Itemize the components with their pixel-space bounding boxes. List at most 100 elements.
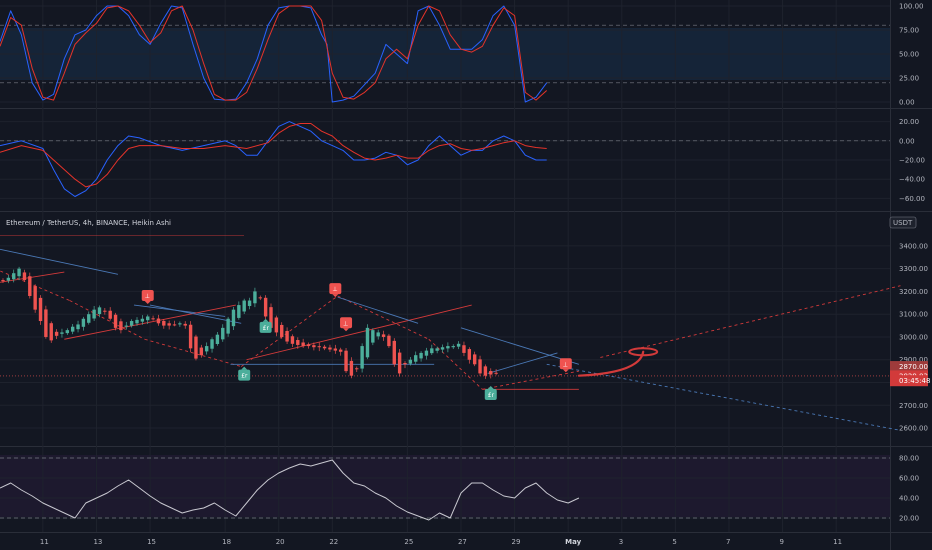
- candle-body[interactable]: [28, 276, 32, 296]
- candle-body[interactable]: [167, 323, 171, 326]
- candle-body[interactable]: [430, 348, 434, 354]
- buy-signal-marker[interactable]: £r: [259, 318, 272, 333]
- buy-signal-marker[interactable]: £r: [238, 366, 251, 381]
- candle-body[interactable]: [333, 348, 338, 351]
- candle-body[interactable]: [183, 323, 187, 326]
- candle-body[interactable]: [97, 307, 102, 315]
- candle-body[interactable]: [290, 336, 295, 344]
- candle-body[interactable]: [328, 347, 332, 350]
- candle-body[interactable]: [419, 352, 423, 359]
- candle-body[interactable]: [301, 342, 305, 347]
- candle-body[interactable]: [462, 345, 466, 353]
- candle-body[interactable]: [435, 348, 439, 351]
- candle-body[interactable]: [70, 326, 75, 332]
- candle-body[interactable]: [344, 350, 348, 372]
- candle-body[interactable]: [33, 286, 37, 310]
- candle-body[interactable]: [392, 340, 396, 365]
- candle-body[interactable]: [381, 334, 386, 337]
- candle-body[interactable]: [376, 332, 380, 337]
- candle-body[interactable]: [360, 346, 364, 369]
- trendline[interactable]: [487, 352, 558, 374]
- sell-signal-marker[interactable]: ⊥: [340, 317, 353, 332]
- candle-body[interactable]: [151, 318, 155, 320]
- candle-body[interactable]: [22, 272, 27, 281]
- candle-body[interactable]: [258, 297, 262, 299]
- candle-body[interactable]: [397, 352, 402, 374]
- candle-body[interactable]: [253, 291, 257, 304]
- candle-body[interactable]: [231, 309, 236, 327]
- trendline[interactable]: [240, 295, 338, 367]
- candle-body[interactable]: [92, 309, 96, 319]
- candle-body[interactable]: [387, 335, 391, 347]
- candle-body[interactable]: [146, 316, 150, 321]
- candle-body[interactable]: [338, 349, 343, 352]
- sell-signal-marker[interactable]: ⊥: [329, 283, 342, 298]
- candle-body[interactable]: [446, 346, 450, 349]
- candle-body[interactable]: [403, 362, 407, 365]
- candle-body[interactable]: [440, 347, 445, 350]
- candle-body[interactable]: [296, 340, 300, 345]
- projection-target[interactable]: [628, 347, 659, 357]
- trendline[interactable]: [482, 370, 579, 390]
- candle-body[interactable]: [6, 277, 11, 281]
- price-axis[interactable]: 100.00 75.00 50.00 25.00 0.00 20.00 0.00 −20.00…: [890, 3, 930, 523]
- time-axis[interactable]: 11 13 15 18 20 22 25 27 29 May 3 5 7 9 11: [40, 538, 842, 546]
- candle-body[interactable]: [355, 368, 359, 370]
- candle-body[interactable]: [103, 310, 107, 312]
- candle-body[interactable]: [322, 346, 327, 349]
- price-pane[interactable]: [0, 212, 890, 446]
- candle-body[interactable]: [188, 324, 193, 349]
- candle-body[interactable]: [44, 309, 48, 337]
- candle-body[interactable]: [414, 355, 418, 362]
- trendline[interactable]: [246, 304, 472, 361]
- trendline[interactable]: [337, 296, 419, 324]
- candle-body[interactable]: [349, 360, 354, 376]
- candle-body[interactable]: [60, 332, 64, 334]
- candle-body[interactable]: [124, 325, 128, 327]
- candle-body[interactable]: [312, 345, 316, 348]
- candle-body[interactable]: [306, 344, 311, 347]
- candle-body[interactable]: [17, 268, 21, 277]
- candle-body[interactable]: [135, 319, 139, 324]
- trendline[interactable]: [0, 246, 119, 275]
- trendline[interactable]: [337, 295, 429, 340]
- candle-body[interactable]: [140, 318, 145, 322]
- candle-body[interactable]: [1, 280, 5, 282]
- candle-body[interactable]: [280, 324, 284, 337]
- candle-body[interactable]: [172, 324, 177, 326]
- candle-body[interactable]: [49, 323, 53, 341]
- candle-body[interactable]: [81, 318, 86, 327]
- candle-body[interactable]: [478, 359, 482, 374]
- trendline[interactable]: [64, 304, 236, 340]
- candle-body[interactable]: [87, 314, 91, 323]
- candle-body[interactable]: [247, 300, 252, 307]
- candle-body[interactable]: [237, 305, 241, 318]
- candle-body[interactable]: [162, 320, 166, 326]
- candle-body[interactable]: [12, 273, 16, 280]
- candle-body[interactable]: [456, 343, 461, 347]
- candle-body[interactable]: [269, 307, 273, 328]
- candle-body[interactable]: [371, 330, 375, 343]
- candle-body[interactable]: [204, 346, 209, 352]
- candle-body[interactable]: [263, 297, 268, 317]
- candle-body[interactable]: [317, 346, 321, 348]
- trendline[interactable]: [0, 271, 65, 283]
- candle-body[interactable]: [242, 300, 246, 312]
- candle-body[interactable]: [210, 339, 214, 349]
- candle-body[interactable]: [274, 317, 279, 333]
- candle-body[interactable]: [65, 330, 70, 334]
- sell-signal-marker[interactable]: ⊥: [141, 289, 154, 304]
- candle-body[interactable]: [38, 297, 43, 322]
- candle-body[interactable]: [285, 330, 289, 342]
- candle-body[interactable]: [365, 327, 370, 358]
- trendline[interactable]: [428, 338, 483, 390]
- candle-body[interactable]: [119, 321, 123, 331]
- candle-body[interactable]: [113, 314, 118, 328]
- candle-body[interactable]: [108, 310, 112, 319]
- candle-body[interactable]: [451, 346, 455, 348]
- candle-body[interactable]: [199, 347, 204, 356]
- trendline[interactable]: [69, 300, 145, 340]
- candle-body[interactable]: [156, 318, 161, 324]
- candle-body[interactable]: [54, 331, 59, 336]
